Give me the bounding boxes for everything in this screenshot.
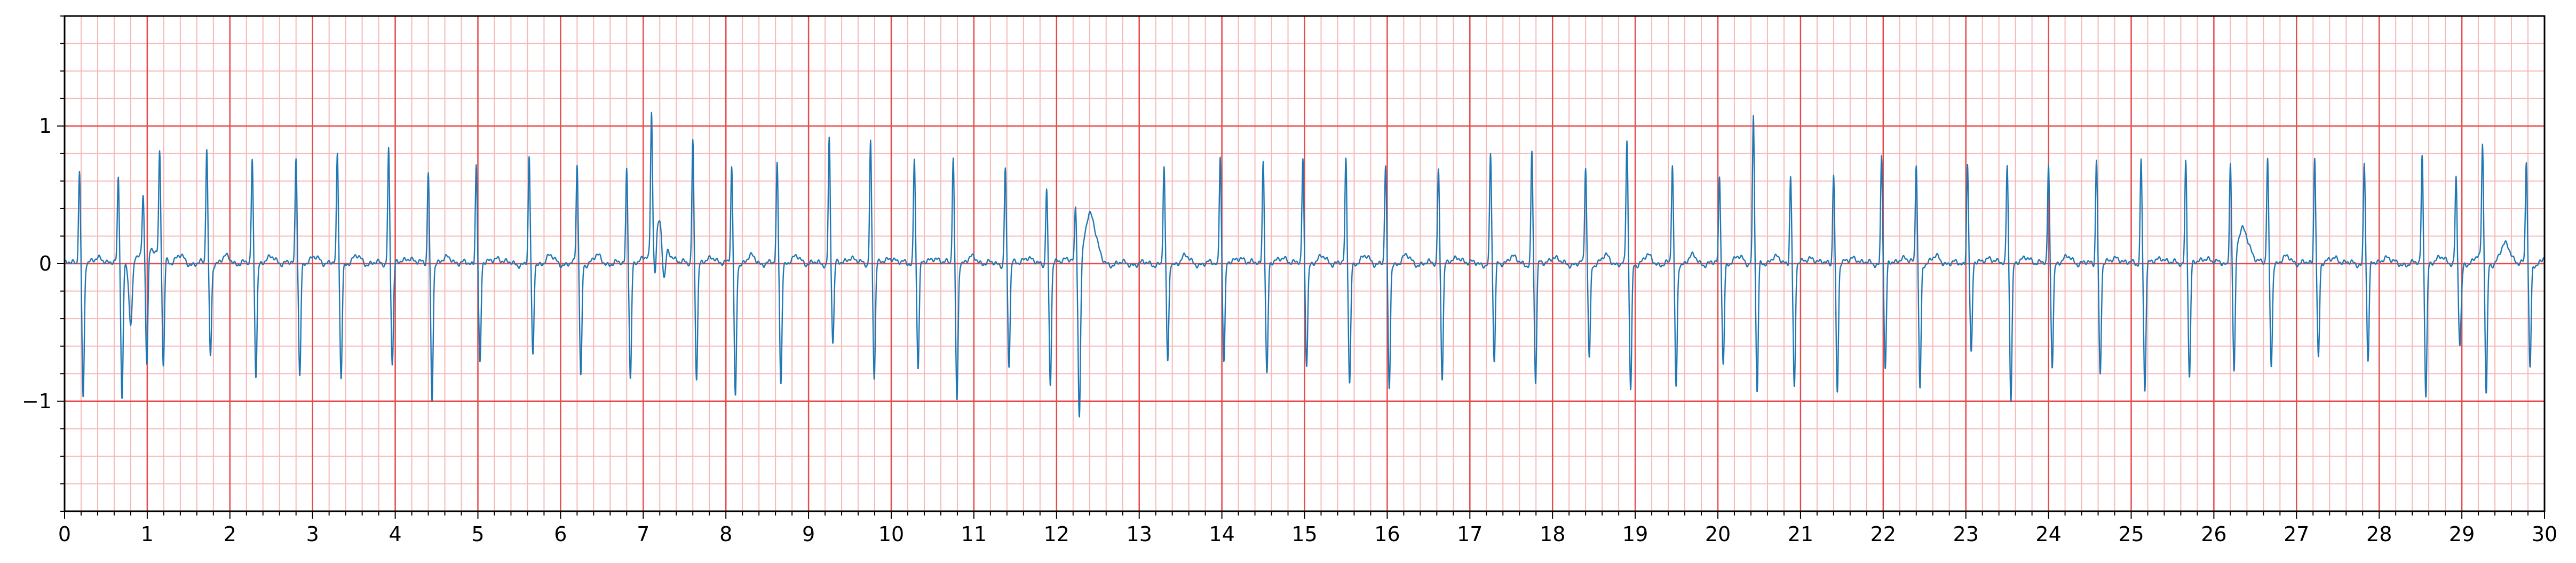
x-tick-label: 16: [1374, 522, 1400, 546]
x-tick-label: 1: [141, 522, 154, 546]
x-tick-label: 9: [802, 522, 815, 546]
x-tick-label: 10: [878, 522, 904, 546]
x-tick-label: 0: [58, 522, 71, 546]
x-tick-label: 29: [2449, 522, 2475, 546]
x-tick-label: 24: [2035, 522, 2061, 546]
x-tick-label: 25: [2118, 522, 2144, 546]
x-tick-label: 2: [224, 522, 236, 546]
x-tick-label: 8: [719, 522, 732, 546]
x-tick-label: 21: [1788, 522, 1813, 546]
x-tick-label: 19: [1622, 522, 1648, 546]
x-tick-label: 14: [1209, 522, 1234, 546]
x-axis: 0 1 2 3 4 5 6 7 8 9 10 11 12 13 14 15 16 17 18 19 20 21 22 23 24…: [58, 511, 2557, 546]
trace-layer: [64, 112, 2545, 418]
x-tick-label: 11: [961, 522, 987, 546]
x-tick-label: 30: [2532, 522, 2557, 546]
x-tick-label: 27: [2284, 522, 2309, 546]
x-tick-label: 6: [554, 522, 567, 546]
x-tick-label: 20: [1705, 522, 1731, 546]
x-tick-label: 15: [1291, 522, 1317, 546]
x-tick-label: 3: [306, 522, 319, 546]
x-tick-label: 17: [1457, 522, 1483, 546]
y-tick-label: −1: [22, 390, 52, 413]
ecg-trace-line: [64, 112, 2545, 418]
x-tick-label: 12: [1044, 522, 1069, 546]
y-tick-label: 1: [39, 114, 52, 138]
x-tick-label: 13: [1127, 522, 1152, 546]
x-tick-label: 22: [1870, 522, 1896, 546]
x-tick-label: 28: [2366, 522, 2392, 546]
x-tick-label: 4: [389, 522, 402, 546]
x-tick-label: 23: [1953, 522, 1979, 546]
x-tick-label: 18: [1540, 522, 1565, 546]
x-tick-label: 5: [471, 522, 484, 546]
x-tick-label: 7: [637, 522, 649, 546]
y-tick-label: 0: [39, 252, 52, 275]
x-tick-label: 26: [2201, 522, 2226, 546]
y-axis: 1 0 −1: [22, 15, 65, 512]
